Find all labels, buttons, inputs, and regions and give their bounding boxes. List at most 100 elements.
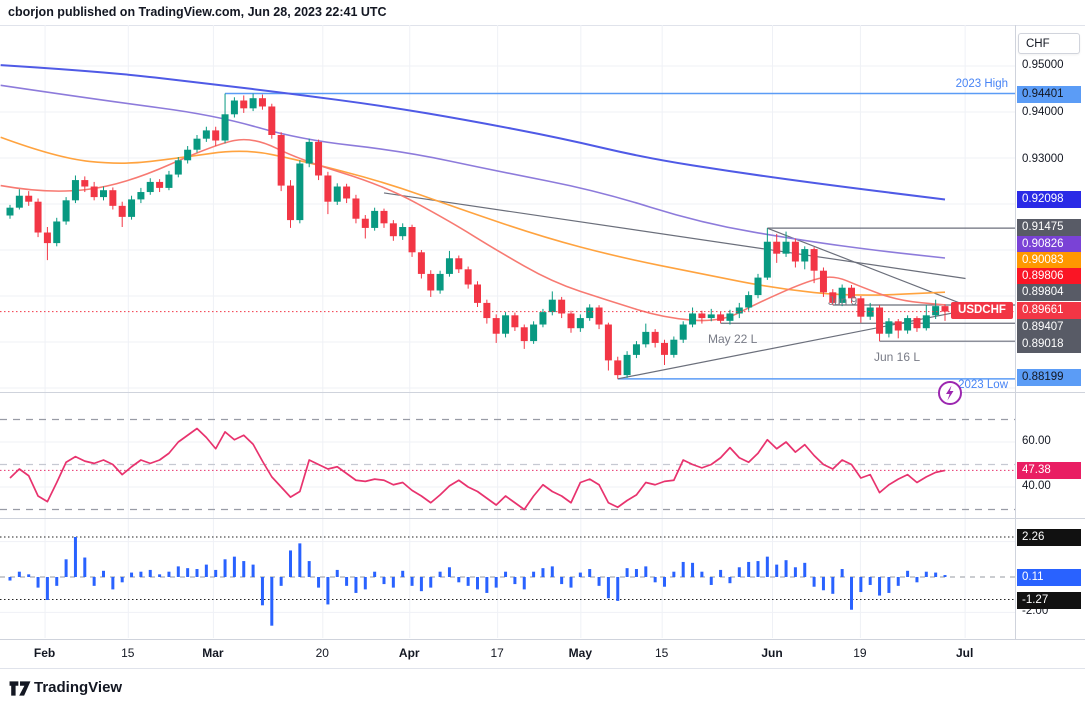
candle-body (829, 292, 837, 303)
ma-mid-purple[interactable] (0, 84, 946, 259)
histogram-bar (850, 577, 853, 610)
histogram-bar (429, 577, 433, 588)
histogram-bar (17, 571, 21, 577)
candle-body (53, 221, 61, 244)
candle-body (62, 200, 70, 222)
histogram-bar (784, 560, 788, 577)
candle-body (343, 186, 351, 199)
candle-body (100, 190, 107, 198)
histogram-bar (597, 577, 601, 586)
histogram-bar (756, 561, 760, 577)
time-axis[interactable]: Feb 15 Mar 20 Apr 17 May 15 Jun 19 Jul (0, 640, 1016, 668)
candle-body (174, 160, 182, 175)
histogram-bar (672, 571, 676, 577)
price-scale-separator (1015, 25, 1016, 668)
histogram-bar (606, 577, 610, 599)
histogram-bar (719, 569, 723, 577)
histogram-bar (644, 566, 648, 577)
candle-body (791, 241, 799, 262)
candle-body (455, 258, 463, 270)
histogram-bar (541, 568, 545, 577)
histogram-bar (111, 577, 115, 590)
rsi-line[interactable] (9, 427, 946, 511)
time-axis-label: 19 (853, 646, 867, 660)
histogram-bar (251, 564, 255, 577)
histogram-bar (373, 571, 377, 577)
candle-body (277, 135, 285, 186)
candle-body (857, 298, 865, 317)
histogram-bar (73, 536, 77, 577)
histogram-bar (158, 574, 162, 577)
candle-body (474, 284, 481, 303)
descending-trendline-june (767, 227, 963, 305)
jun9-low-label: Jun 9 (828, 294, 858, 308)
histogram-bar (681, 561, 685, 577)
price-rsi-separator[interactable] (0, 392, 1085, 393)
histogram-bar (401, 570, 405, 577)
histogram-bar (27, 574, 31, 577)
histogram-bar (345, 577, 349, 586)
histogram-bar (36, 577, 40, 588)
histogram-bar (840, 569, 844, 577)
candle-body (885, 321, 893, 334)
ma-fast-orange[interactable] (0, 136, 946, 296)
candle-body (483, 302, 491, 319)
candle-body (530, 324, 538, 342)
tradingview-wordmark[interactable]: TradingView (34, 679, 123, 696)
candle-body (184, 149, 192, 161)
histogram-bar (775, 564, 779, 577)
boost-lightning-icon[interactable] (936, 379, 964, 407)
histogram-bar (522, 577, 526, 590)
candle-body (866, 307, 874, 317)
candle-body (268, 106, 276, 135)
candle-body (445, 258, 453, 274)
candle-body (34, 201, 42, 233)
rsi-histogram-separator[interactable] (0, 518, 1085, 519)
histogram-bar (550, 566, 554, 577)
candle-body (661, 342, 668, 355)
price-badge: 2.26 (1017, 528, 1081, 546)
candle-body (333, 186, 341, 202)
histogram-bar (868, 577, 872, 585)
histogram-bar (391, 577, 395, 588)
time-axis-label: May (568, 646, 593, 660)
tradingview-logo-icon[interactable] (9, 680, 31, 697)
candle-body (399, 227, 407, 237)
descending-trendline-long (383, 192, 966, 280)
histogram-bar (326, 577, 330, 605)
histogram-bar (504, 571, 508, 577)
histogram-bar (289, 550, 292, 577)
candle-body (389, 223, 397, 237)
price-badge: 0.89661 (1017, 301, 1081, 319)
histogram-bar (204, 564, 208, 577)
candle-body (156, 181, 164, 188)
candle-body (810, 249, 818, 271)
candle-body (548, 299, 556, 313)
price-badge: 0.90826 (1017, 235, 1081, 253)
histogram-bar (419, 577, 423, 592)
candle-body (932, 306, 940, 316)
price-scale[interactable]: 0.950000.940000.930000.8800060.0040.00-2… (1016, 25, 1085, 640)
price-badge: 0.92098 (1017, 190, 1081, 208)
histogram-bar (653, 577, 657, 583)
candle-body (848, 287, 855, 299)
ma-short-red[interactable] (0, 138, 946, 322)
currency-toggle-button[interactable]: CHF (1018, 33, 1080, 54)
time-axis-label: Feb (33, 646, 56, 660)
candle-body (417, 252, 425, 274)
candle-body (632, 344, 640, 355)
histogram-bar (45, 577, 49, 601)
time-axis-label: Mar (202, 646, 224, 660)
candle-body (782, 241, 790, 254)
candle-body (408, 227, 416, 253)
candle-body (6, 207, 14, 216)
candle-body (670, 339, 678, 355)
ma-long-blue[interactable] (0, 64, 946, 201)
histogram-bar (466, 577, 470, 586)
candle-body (221, 114, 229, 141)
candle-body (838, 287, 846, 303)
histogram-bar (634, 569, 638, 577)
candle-body (464, 269, 472, 285)
histogram-bar (92, 577, 96, 586)
